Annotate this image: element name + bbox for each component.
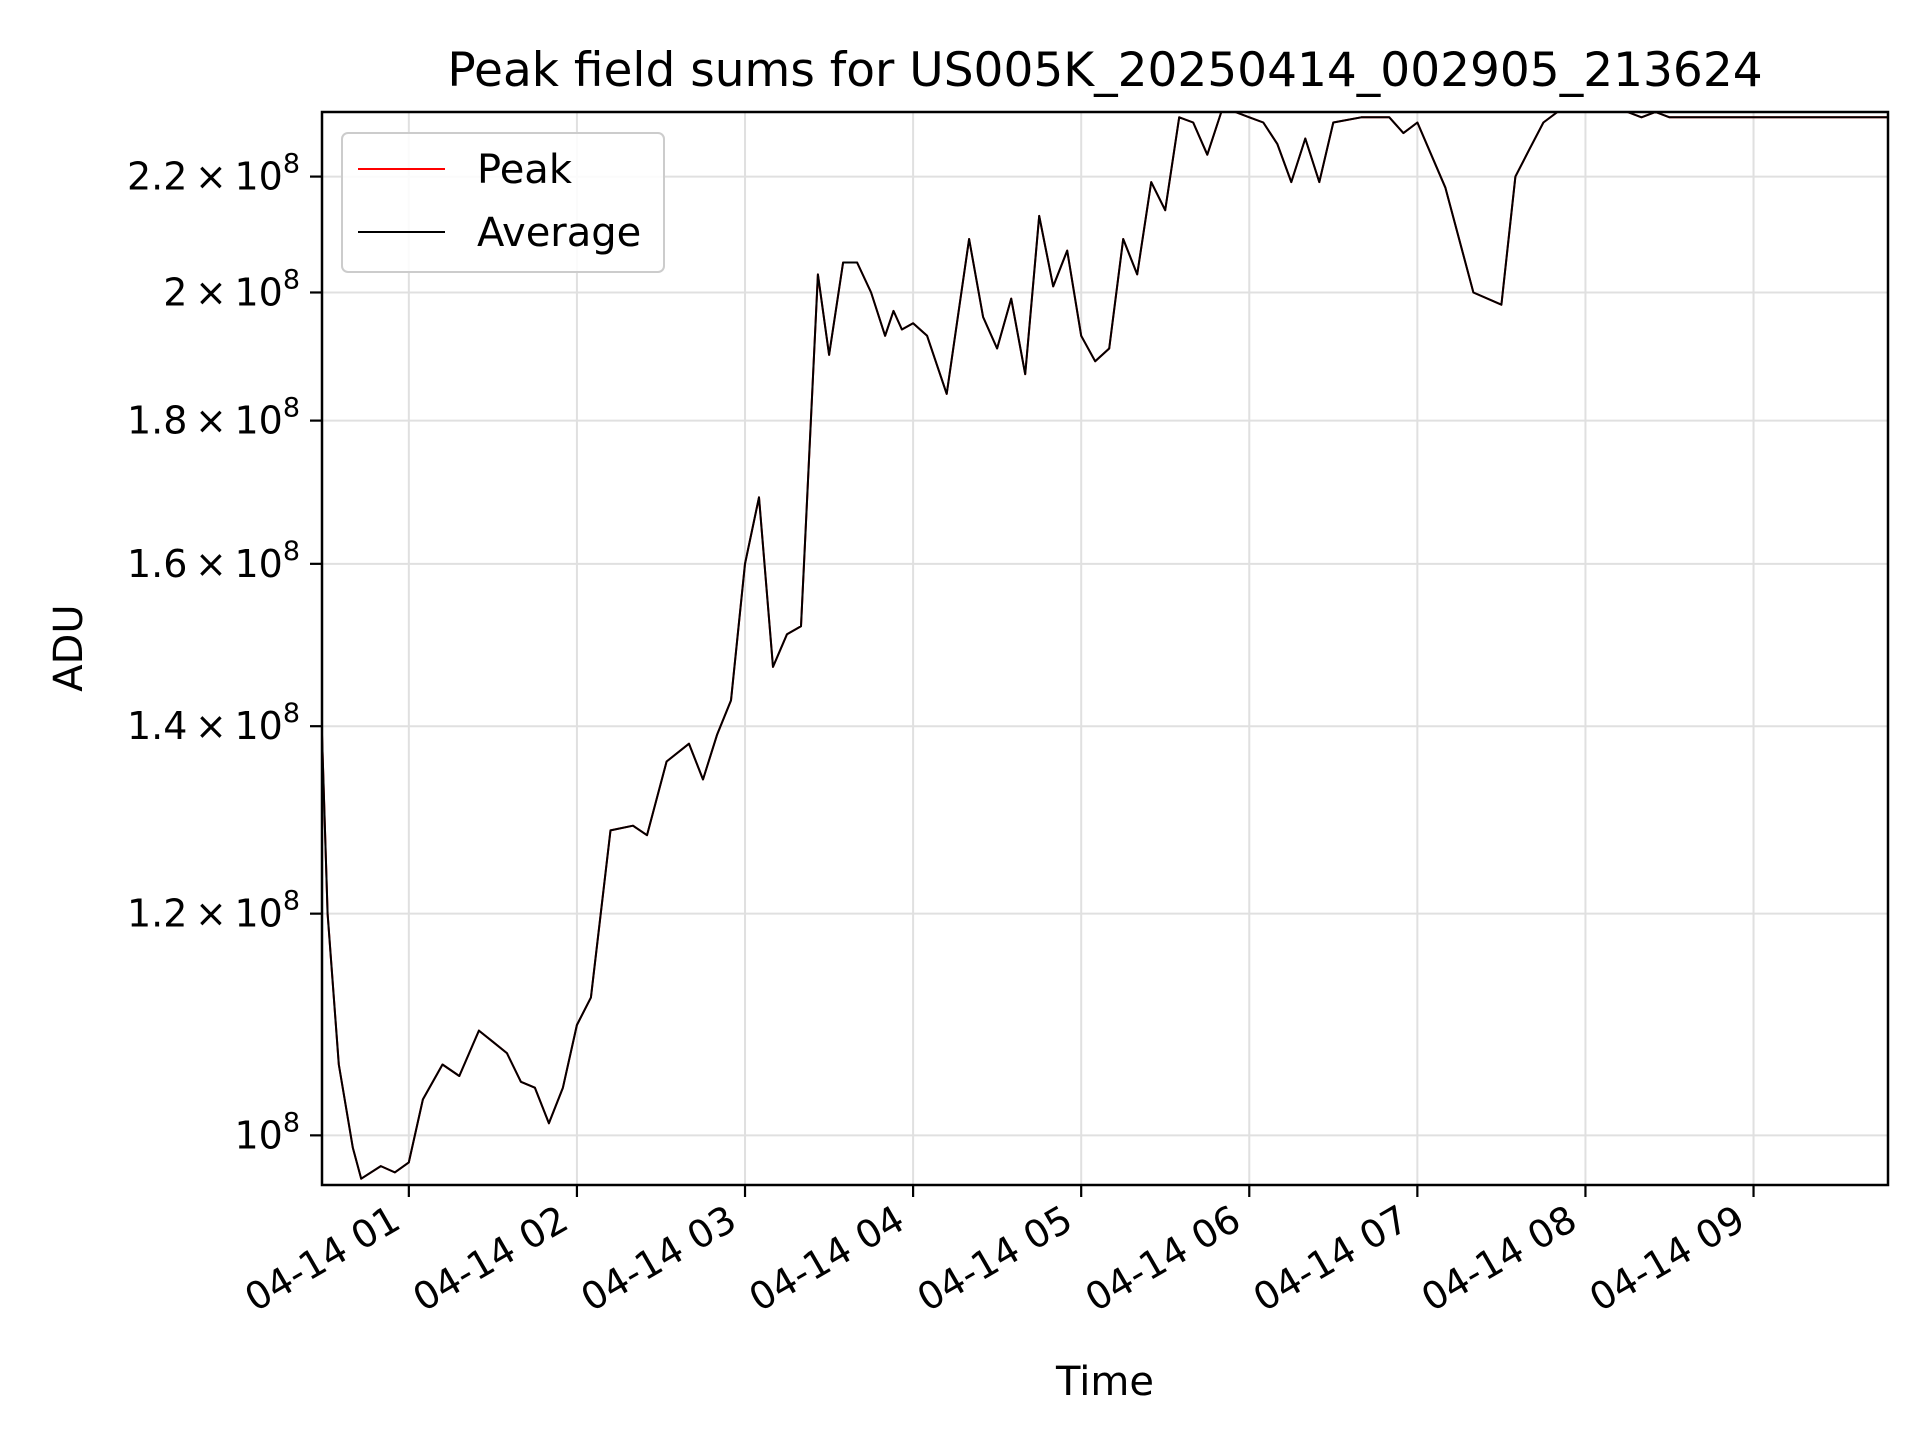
y-axis-ticks: 108 1.2 × 108 1.4 × 108 1.6 × 108 1.8 × 108 2… <box>127 149 322 1157</box>
y-tick-label: 1.8 × 108 <box>127 393 300 443</box>
grid <box>322 112 1888 1185</box>
legend-label-average: Average <box>477 210 641 256</box>
plot-frame <box>320 110 1890 1187</box>
y-axis-label: ADU <box>46 604 92 691</box>
x-axis-label: Time <box>1055 1359 1154 1405</box>
chart-title: Peak field sums for US005K_20250414_0029… <box>447 43 1762 98</box>
y-tick-label: 1.6 × 108 <box>127 536 300 586</box>
legend-label-peak: Peak <box>477 147 573 193</box>
y-tick-label: 1.2 × 108 <box>127 886 300 936</box>
y-tick-label: 1.4 × 108 <box>127 698 300 748</box>
y-tick-label: 2.2 × 108 <box>127 149 300 199</box>
legend: Peak Average <box>341 132 665 273</box>
y-tick-label: 108 <box>234 1107 300 1157</box>
y-tick-label: 2 × 108 <box>163 264 300 314</box>
legend-box <box>341 132 665 273</box>
